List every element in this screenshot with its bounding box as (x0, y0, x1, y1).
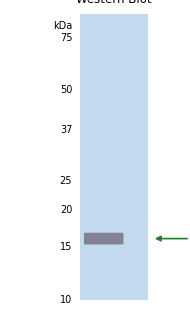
FancyBboxPatch shape (84, 233, 124, 244)
Text: 10: 10 (60, 295, 72, 305)
Text: 15: 15 (60, 242, 72, 252)
Text: 20: 20 (60, 205, 72, 214)
Text: 50: 50 (60, 85, 72, 95)
Text: 37: 37 (60, 125, 72, 134)
FancyBboxPatch shape (80, 14, 148, 300)
Text: 25: 25 (60, 176, 72, 185)
Text: 75: 75 (60, 33, 72, 43)
Text: kDa: kDa (53, 21, 72, 31)
Text: Western Blot: Western Blot (76, 0, 152, 6)
